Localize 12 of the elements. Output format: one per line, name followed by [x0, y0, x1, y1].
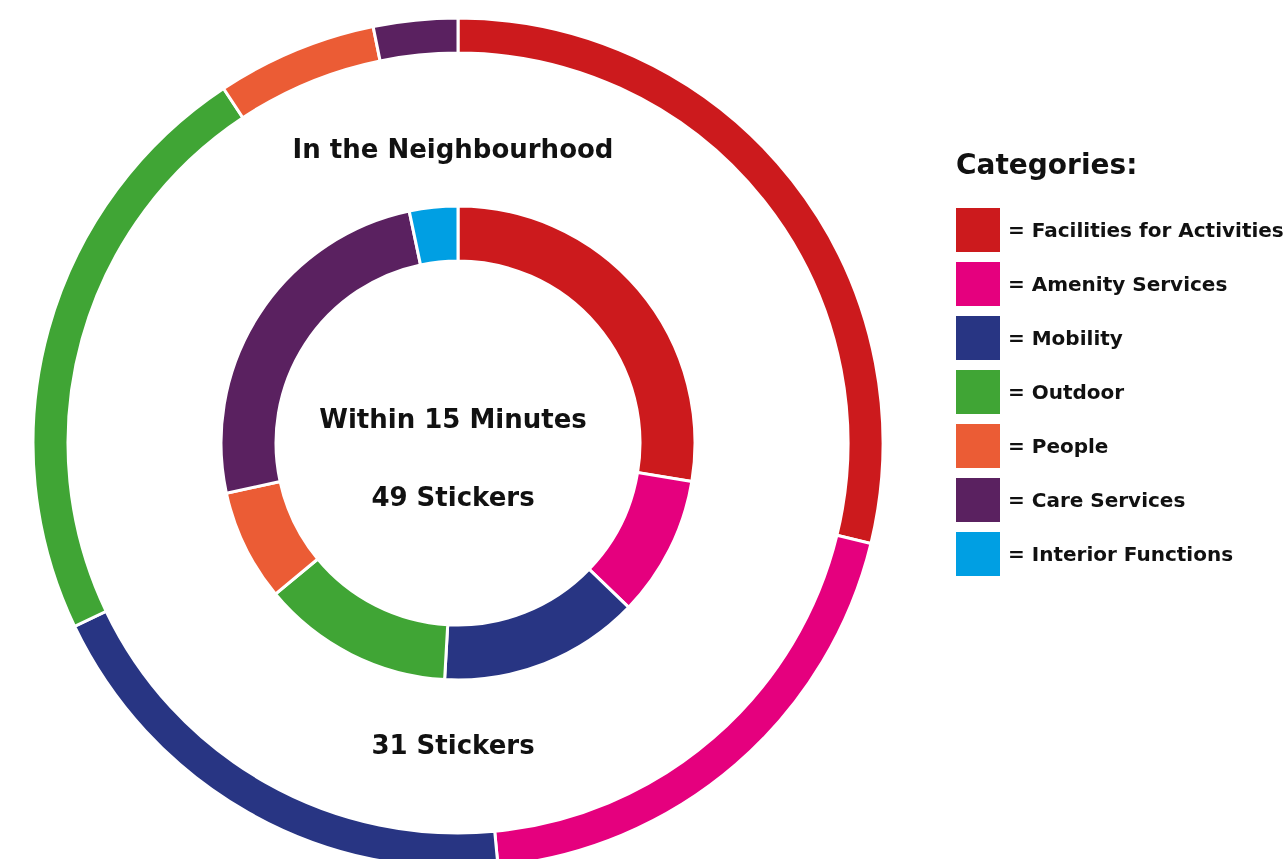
legend-label: = People	[1008, 434, 1109, 458]
legend-label: = Outdoor	[1008, 380, 1125, 404]
legend-title: Categories:	[956, 148, 1139, 181]
legend-label: = Amenity Services	[1008, 272, 1228, 296]
legend-label: = Care Services	[1008, 488, 1186, 512]
text: 49 Stickers	[370, 482, 536, 512]
text: In the Neighbourhood	[291, 134, 615, 164]
text: Within 15 Minutes	[318, 404, 588, 434]
legend-label: = Mobility	[1008, 326, 1123, 350]
legend-label: = Facilities for Activities	[1008, 218, 1284, 242]
legend-label: = Interior Functions	[1008, 542, 1234, 566]
text: 31 Stickers	[370, 730, 536, 760]
